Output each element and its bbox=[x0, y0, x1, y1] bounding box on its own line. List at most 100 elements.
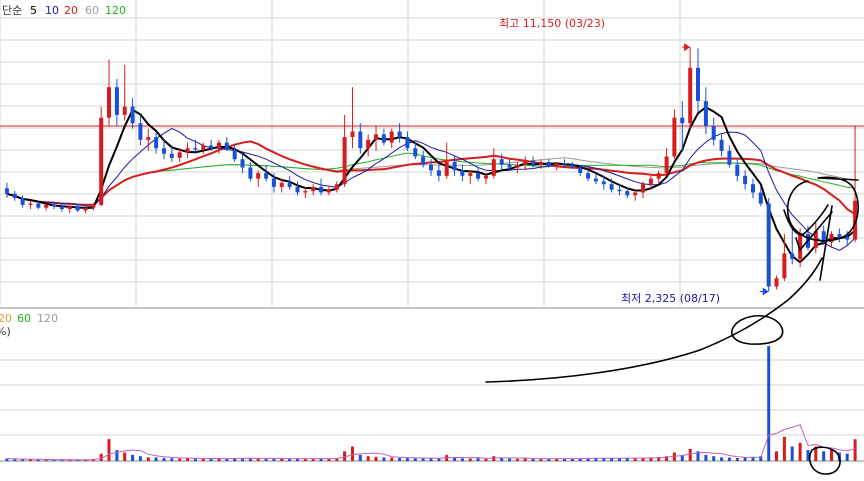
candle-body-71 bbox=[562, 163, 567, 165]
candle-body-28 bbox=[224, 142, 229, 150]
candle-body-69 bbox=[546, 162, 551, 167]
candle-body-43 bbox=[342, 137, 347, 185]
candle-body-107 bbox=[845, 236, 850, 240]
candle-body-78 bbox=[617, 189, 622, 192]
candle-body-36 bbox=[287, 182, 292, 187]
candle-body-50 bbox=[397, 131, 402, 137]
candle-body-65 bbox=[515, 164, 520, 168]
volume-bar-77 bbox=[610, 458, 614, 461]
volume-bar-3 bbox=[29, 459, 32, 461]
volume-bar-8 bbox=[68, 459, 72, 461]
candle-body-63 bbox=[499, 159, 504, 165]
candle-body-64 bbox=[507, 164, 512, 168]
low-annotation-label: 최저 2,325 (08/17) bbox=[621, 292, 720, 305]
candle-body-44 bbox=[350, 131, 355, 137]
candle-body-51 bbox=[405, 137, 410, 149]
volume-bar-59 bbox=[468, 458, 472, 461]
volume-bar-38 bbox=[303, 458, 307, 461]
candle-body-30 bbox=[240, 159, 245, 168]
volume-bar-81 bbox=[641, 457, 645, 461]
volume-bar-42 bbox=[335, 458, 339, 461]
candle-body-95 bbox=[751, 184, 755, 193]
candle-body-60 bbox=[476, 173, 481, 179]
volume-bar-24 bbox=[193, 458, 197, 461]
candle-body-27 bbox=[217, 142, 221, 149]
candle-body-32 bbox=[256, 173, 261, 179]
volume-bar-96 bbox=[759, 456, 763, 461]
candle-body-54 bbox=[429, 164, 433, 171]
candle-body-26 bbox=[209, 145, 214, 149]
volume-bar-14 bbox=[115, 450, 119, 461]
volume-bar-34 bbox=[272, 458, 276, 461]
candle-body-67 bbox=[531, 160, 536, 165]
candle-body-21 bbox=[169, 153, 174, 158]
candle-body-11 bbox=[91, 204, 96, 208]
pen-stroke-3 bbox=[795, 211, 833, 251]
volume-bar-31 bbox=[248, 458, 252, 461]
volume-bar-64 bbox=[508, 458, 511, 461]
candle-body-17 bbox=[138, 123, 143, 140]
candle-body-0 bbox=[4, 188, 9, 194]
candle-body-2 bbox=[20, 198, 25, 205]
candle-body-94 bbox=[743, 175, 748, 185]
candle-body-83 bbox=[656, 173, 661, 179]
candle-body-42 bbox=[334, 184, 339, 190]
candle-body-66 bbox=[523, 160, 528, 165]
candle-body-5 bbox=[44, 204, 49, 208]
candle-body-55 bbox=[436, 170, 441, 176]
price-legend-ma10: 10 bbox=[45, 4, 59, 17]
candle-body-53 bbox=[421, 156, 426, 165]
volume-ma-line bbox=[6, 424, 856, 461]
pen-connector-curve bbox=[485, 257, 823, 383]
volume-bar-107 bbox=[845, 453, 849, 461]
volume-bar-21 bbox=[170, 458, 174, 461]
candle-body-70 bbox=[554, 163, 559, 167]
pen-circle-bottom bbox=[808, 446, 841, 475]
price-legend-ma60: 60 bbox=[85, 4, 99, 17]
volume-bar-57 bbox=[453, 458, 457, 461]
candle-body-29 bbox=[232, 149, 237, 160]
volume-bar-54 bbox=[429, 458, 433, 461]
candle-body-101 bbox=[798, 234, 803, 259]
candle-body-96 bbox=[758, 192, 763, 204]
candle-body-31 bbox=[248, 167, 253, 179]
volume-bar-13 bbox=[107, 439, 111, 461]
volume-bar-47 bbox=[374, 456, 378, 461]
candle-body-80 bbox=[633, 192, 638, 196]
candle-body-98 bbox=[774, 278, 779, 287]
volume-bar-6 bbox=[52, 459, 56, 461]
price-legend-prefix: 단순 bbox=[2, 4, 22, 17]
candle-body-58 bbox=[460, 170, 465, 176]
candle-body-52 bbox=[413, 148, 418, 157]
candle-body-41 bbox=[326, 189, 331, 193]
volume-bar-53 bbox=[421, 458, 425, 461]
volume-bar-19 bbox=[154, 457, 158, 461]
volume-bar-33 bbox=[264, 458, 268, 461]
candle-body-3 bbox=[28, 203, 33, 205]
volume-bar-29 bbox=[233, 458, 237, 461]
price-legend-ma20: 20 bbox=[64, 4, 78, 17]
volume-bar-39 bbox=[311, 458, 315, 461]
candle-body-13 bbox=[107, 87, 111, 118]
candle-body-24 bbox=[193, 148, 198, 150]
volume-bar-9 bbox=[76, 459, 80, 461]
volume-bar-100 bbox=[790, 446, 794, 461]
high-arrow-head bbox=[684, 43, 691, 52]
volume-bar-98 bbox=[775, 451, 778, 461]
volume-bar-49 bbox=[390, 457, 394, 461]
candle-body-4 bbox=[36, 203, 41, 208]
volume-bar-46 bbox=[366, 456, 370, 461]
volume-bar-69 bbox=[547, 458, 551, 461]
candle-body-92 bbox=[727, 150, 732, 165]
volume-bar-17 bbox=[138, 456, 142, 461]
volume-bar-2 bbox=[21, 459, 25, 461]
candle-body-9 bbox=[75, 206, 80, 211]
volume-bar-92 bbox=[727, 457, 731, 461]
volume-bar-88 bbox=[696, 451, 700, 461]
volume-legend-ma60: 60 bbox=[17, 312, 31, 325]
volume-bar-45 bbox=[358, 454, 362, 461]
candle-body-33 bbox=[264, 173, 269, 179]
candle-body-77 bbox=[609, 184, 614, 190]
grid-layer bbox=[0, 0, 864, 462]
